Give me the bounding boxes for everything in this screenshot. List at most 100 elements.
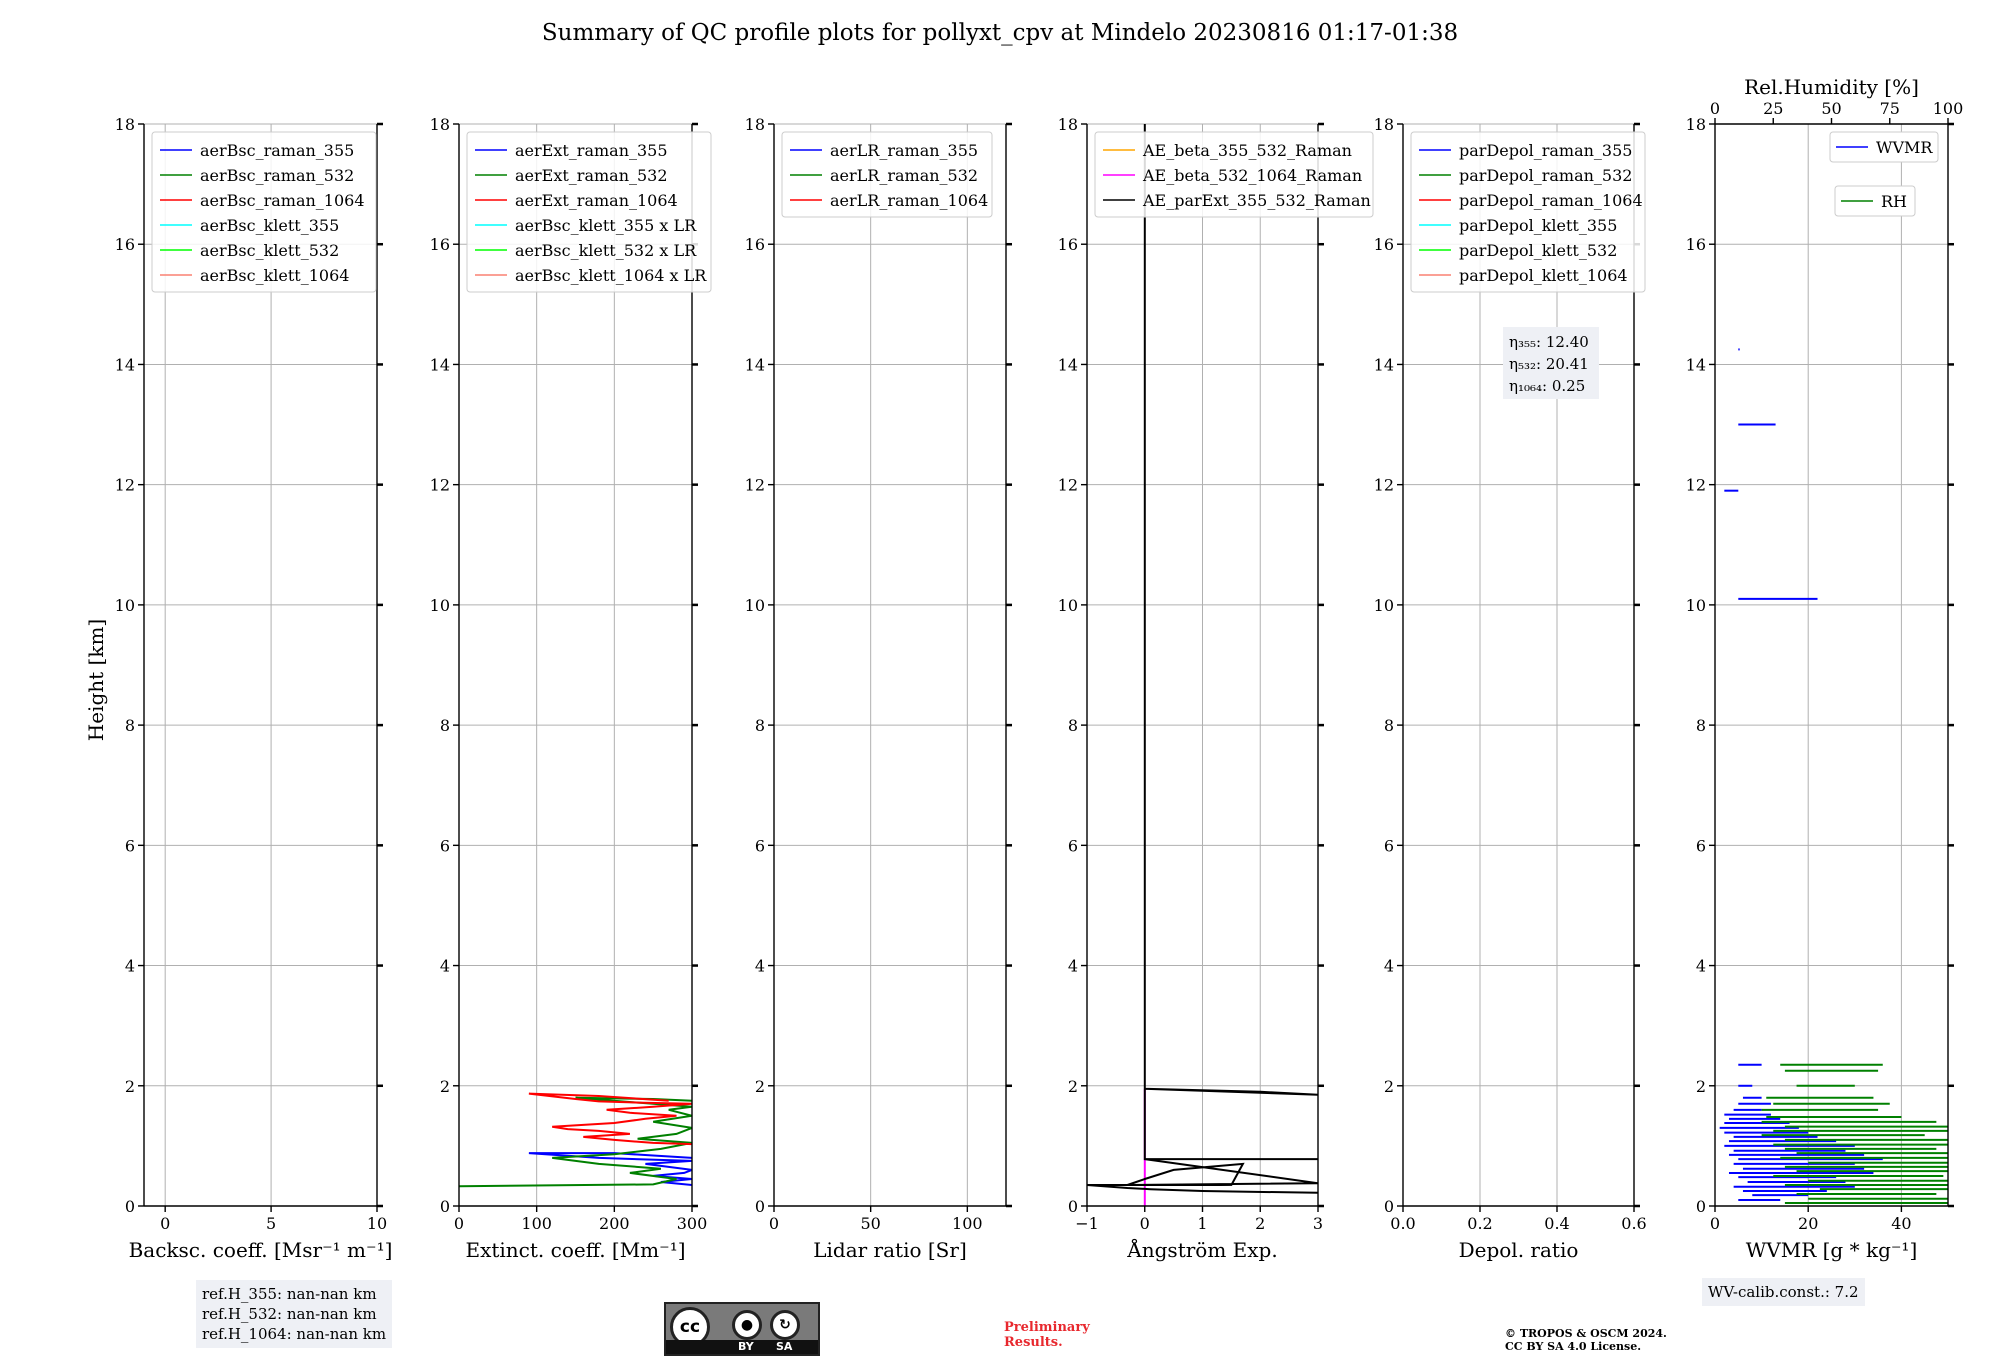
y-tick-label: 12 — [430, 476, 450, 495]
x-tick-label: 0 — [769, 1214, 779, 1233]
series-group — [1719, 348, 1948, 1204]
y-tick-label: 6 — [755, 836, 765, 855]
eta-box — [1503, 327, 1599, 399]
legend-label: aerExt_raman_532 — [515, 166, 668, 185]
x-axis-label: Lidar ratio [Sr] — [813, 1238, 967, 1262]
legend-label: aerBsc_klett_355 x LR — [515, 216, 697, 235]
legend-label-rh: RH — [1881, 192, 1907, 211]
y-tick-label: 18 — [430, 115, 450, 134]
y-tick-label: 0 — [1384, 1197, 1394, 1216]
y-tick-label: 0 — [440, 1197, 450, 1216]
x-tick-label: 40 — [1891, 1214, 1911, 1233]
x-tick-label: 20 — [1798, 1214, 1818, 1233]
y-tick-label: 4 — [125, 957, 135, 976]
y-tick-label: 6 — [125, 836, 135, 855]
y-tick-label: 16 — [430, 235, 450, 254]
legend-label: aerExt_raman_355 — [515, 141, 668, 160]
sa-label: SA — [776, 1340, 793, 1353]
y-tick-label: 14 — [745, 355, 765, 374]
top-x-tick-label: 25 — [1763, 99, 1783, 118]
x-tick-label: 10 — [367, 1214, 387, 1233]
x-tick-label: 2 — [1255, 1214, 1265, 1233]
legend-label: AE_beta_532_1064_Raman — [1142, 166, 1362, 185]
y-tick-label: 4 — [1068, 957, 1078, 976]
series-group — [1087, 124, 1318, 1206]
y-tick-label: 4 — [755, 957, 765, 976]
y-tick-label: 2 — [125, 1077, 135, 1096]
y-tick-label: 10 — [1058, 596, 1078, 615]
y-tick-label: 10 — [1374, 596, 1394, 615]
y-tick-label: 12 — [745, 476, 765, 495]
x-tick-label: 0 — [454, 1214, 464, 1233]
preliminary-line-2: Results. — [1004, 1335, 1063, 1350]
x-tick-label: 3 — [1313, 1214, 1323, 1233]
y-tick-label: 16 — [745, 235, 765, 254]
y-tick-label: 18 — [1686, 115, 1706, 134]
y-tick-label: 14 — [1374, 355, 1394, 374]
top-x-tick-label: 0 — [1710, 99, 1720, 118]
by-label: BY — [738, 1340, 754, 1353]
figure-title: Summary of QC profile plots for pollyxt_… — [541, 20, 1459, 46]
ref-h-1064: ref.H_1064: nan-nan km — [202, 1325, 387, 1343]
y-tick-label: 8 — [1696, 716, 1706, 735]
y-tick-label: 12 — [1686, 476, 1706, 495]
x-tick-label: 200 — [599, 1214, 630, 1233]
y-tick-label: 2 — [1068, 1077, 1078, 1096]
legend-box — [466, 131, 712, 293]
y-tick-label: 14 — [430, 355, 450, 374]
eta-value: η₁₀₆₄: 0.25 — [1509, 377, 1585, 395]
ref-h-532: ref.H_532: nan-nan km — [202, 1305, 377, 1323]
y-tick-label: 16 — [1686, 235, 1706, 254]
top-x-axis-label: Rel.Humidity [%] — [1744, 75, 1919, 99]
x-tick-label: 300 — [677, 1214, 708, 1233]
x-tick-label: 0.6 — [1621, 1214, 1646, 1233]
x-tick-label: 50 — [860, 1214, 880, 1233]
y-tick-label: 2 — [755, 1077, 765, 1096]
legend-label-wvmr: WVMR — [1876, 138, 1933, 157]
legend-label: aerLR_raman_1064 — [830, 191, 988, 210]
x-tick-label: 5 — [266, 1214, 276, 1233]
y-tick-label: 18 — [115, 115, 135, 134]
y-tick-label: 6 — [1068, 836, 1078, 855]
cc-badge-strip: BY SA — [666, 1340, 818, 1354]
series-line-aerExt_raman_1064 — [528, 1092, 692, 1146]
y-tick-label: 8 — [125, 716, 135, 735]
legend-label: aerBsc_klett_355 — [200, 216, 339, 235]
preliminary-results-note: Preliminary Results. — [1004, 1320, 1090, 1350]
x-axis-label: Ångström Exp. — [1126, 1237, 1277, 1262]
x-tick-label: 1 — [1197, 1214, 1207, 1233]
legend-label: parDepol_klett_532 — [1459, 241, 1617, 260]
reference-height-box: ref.H_355: nan-nan km ref.H_532: nan-nan… — [196, 1280, 393, 1348]
y-tick-label: 8 — [1384, 716, 1394, 735]
y-tick-label: 14 — [115, 355, 135, 374]
legend-label: aerBsc_klett_1064 — [200, 266, 349, 285]
legend-box — [151, 131, 377, 293]
x-tick-label: 0.4 — [1544, 1214, 1569, 1233]
y-tick-label: 16 — [115, 235, 135, 254]
wv-calibration-box: WV-calib.const.: 7.2 — [1702, 1278, 1865, 1306]
y-tick-label: 14 — [1058, 355, 1078, 374]
y-tick-label: 14 — [1686, 355, 1706, 374]
y-tick-label: 4 — [1384, 957, 1394, 976]
y-tick-label: 10 — [430, 596, 450, 615]
y-tick-label: 16 — [1374, 235, 1394, 254]
panel-bsc: 0 2 4 6 8 10 12 14 16 18 0 5 10 Backsc. coeff. [Msr⁻¹… — [115, 115, 393, 1262]
series-line-aerExt_raman_355 — [528, 1152, 692, 1186]
x-tick-label: 0.0 — [1390, 1214, 1415, 1233]
y-tick-label: 18 — [1058, 115, 1078, 134]
legend-label: aerLR_raman_532 — [830, 166, 978, 185]
copyright-note: © TROPOS & OSCM 2024. CC BY SA 4.0 Licen… — [1505, 1327, 1667, 1353]
legend-label: aerBsc_klett_532 — [200, 241, 339, 260]
y-tick-label: 2 — [440, 1077, 450, 1096]
top-x-tick-label: 75 — [1880, 99, 1900, 118]
x-tick-label: 0 — [1140, 1214, 1150, 1233]
x-tick-label: 100 — [952, 1214, 983, 1233]
y-tick-label: 6 — [1696, 836, 1706, 855]
legend-label: parDepol_raman_532 — [1459, 166, 1632, 185]
y-tick-label: 0 — [1696, 1197, 1706, 1216]
series-line-aerExt_raman_532 — [459, 1096, 692, 1188]
y-tick-label: 4 — [1696, 957, 1706, 976]
